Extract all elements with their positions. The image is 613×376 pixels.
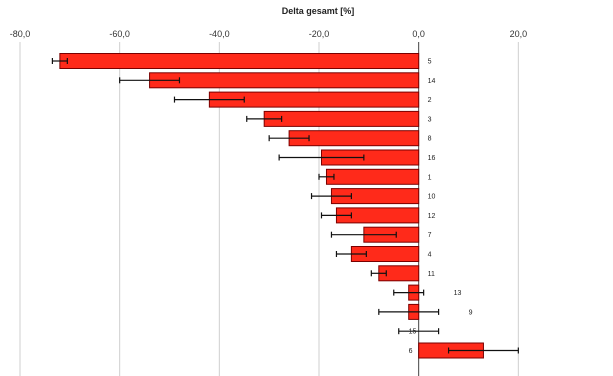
category-label: 16 xyxy=(428,155,436,162)
category-label: 7 xyxy=(428,232,432,239)
category-label: 4 xyxy=(428,252,432,259)
category-label: 11 xyxy=(428,271,435,278)
bar xyxy=(59,53,420,69)
x-tick-label: -40,0 xyxy=(209,29,230,39)
category-label: 3 xyxy=(428,116,432,123)
category-label: 15 xyxy=(409,329,417,336)
category-label: 2 xyxy=(428,97,432,104)
category-label: 13 xyxy=(454,290,462,297)
category-label: 12 xyxy=(428,213,436,220)
category-label: 5 xyxy=(428,59,432,66)
category-label: 14 xyxy=(428,78,436,85)
category-label: 6 xyxy=(409,348,413,355)
chart-title: Delta gesamt [%] xyxy=(282,6,355,16)
category-label: 9 xyxy=(469,309,473,316)
x-tick-label: 20,0 xyxy=(510,29,528,39)
x-tick-label: 0,0 xyxy=(412,29,425,39)
category-label: 10 xyxy=(428,194,436,201)
error-bars xyxy=(51,58,519,354)
x-tick-label: -80,0 xyxy=(10,29,31,39)
bar xyxy=(149,72,420,89)
bar xyxy=(325,168,420,185)
x-tick-labels: -80,0-60,0-40,0-20,00,020,04 xyxy=(10,29,528,39)
x-tick-label: -20,0 xyxy=(309,29,330,39)
x-tick-label: -60,0 xyxy=(109,29,130,39)
category-label: 8 xyxy=(428,136,432,143)
bar xyxy=(263,110,420,127)
category-label: 1 xyxy=(428,174,432,181)
